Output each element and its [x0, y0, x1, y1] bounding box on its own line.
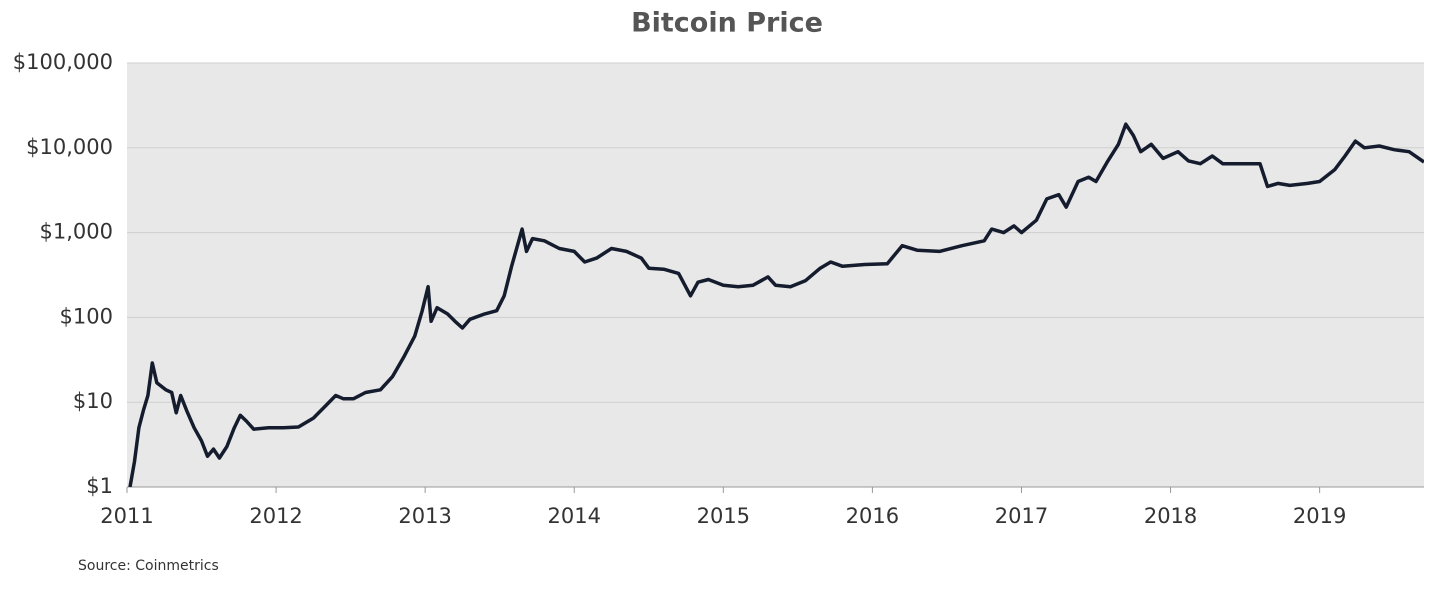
x-tick-label: 2018	[1144, 504, 1197, 528]
x-tick-label: 2014	[548, 504, 601, 528]
x-tick-label: 2016	[846, 504, 899, 528]
x-tick-label: 2013	[398, 504, 451, 528]
y-tick-label: $1,000	[40, 220, 113, 244]
price-line	[128, 122, 1424, 487]
source-note: Source: Coinmetrics	[78, 558, 219, 574]
y-tick-label: $100,000	[13, 50, 113, 74]
y-tick-label: $100	[60, 304, 113, 328]
plot-area	[127, 63, 1424, 487]
x-tick-label: 2011	[100, 504, 153, 528]
x-tick-label: 2012	[249, 504, 302, 528]
x-tick-label: 2015	[697, 504, 750, 528]
y-tick-label: $1	[86, 474, 113, 498]
x-tick-label: 2019	[1293, 504, 1346, 528]
chart-title: Bitcoin Price	[631, 8, 823, 39]
x-tick-label: 2017	[995, 504, 1048, 528]
y-tick-label: $10	[73, 389, 113, 413]
y-tick-label: $10,000	[26, 135, 113, 159]
